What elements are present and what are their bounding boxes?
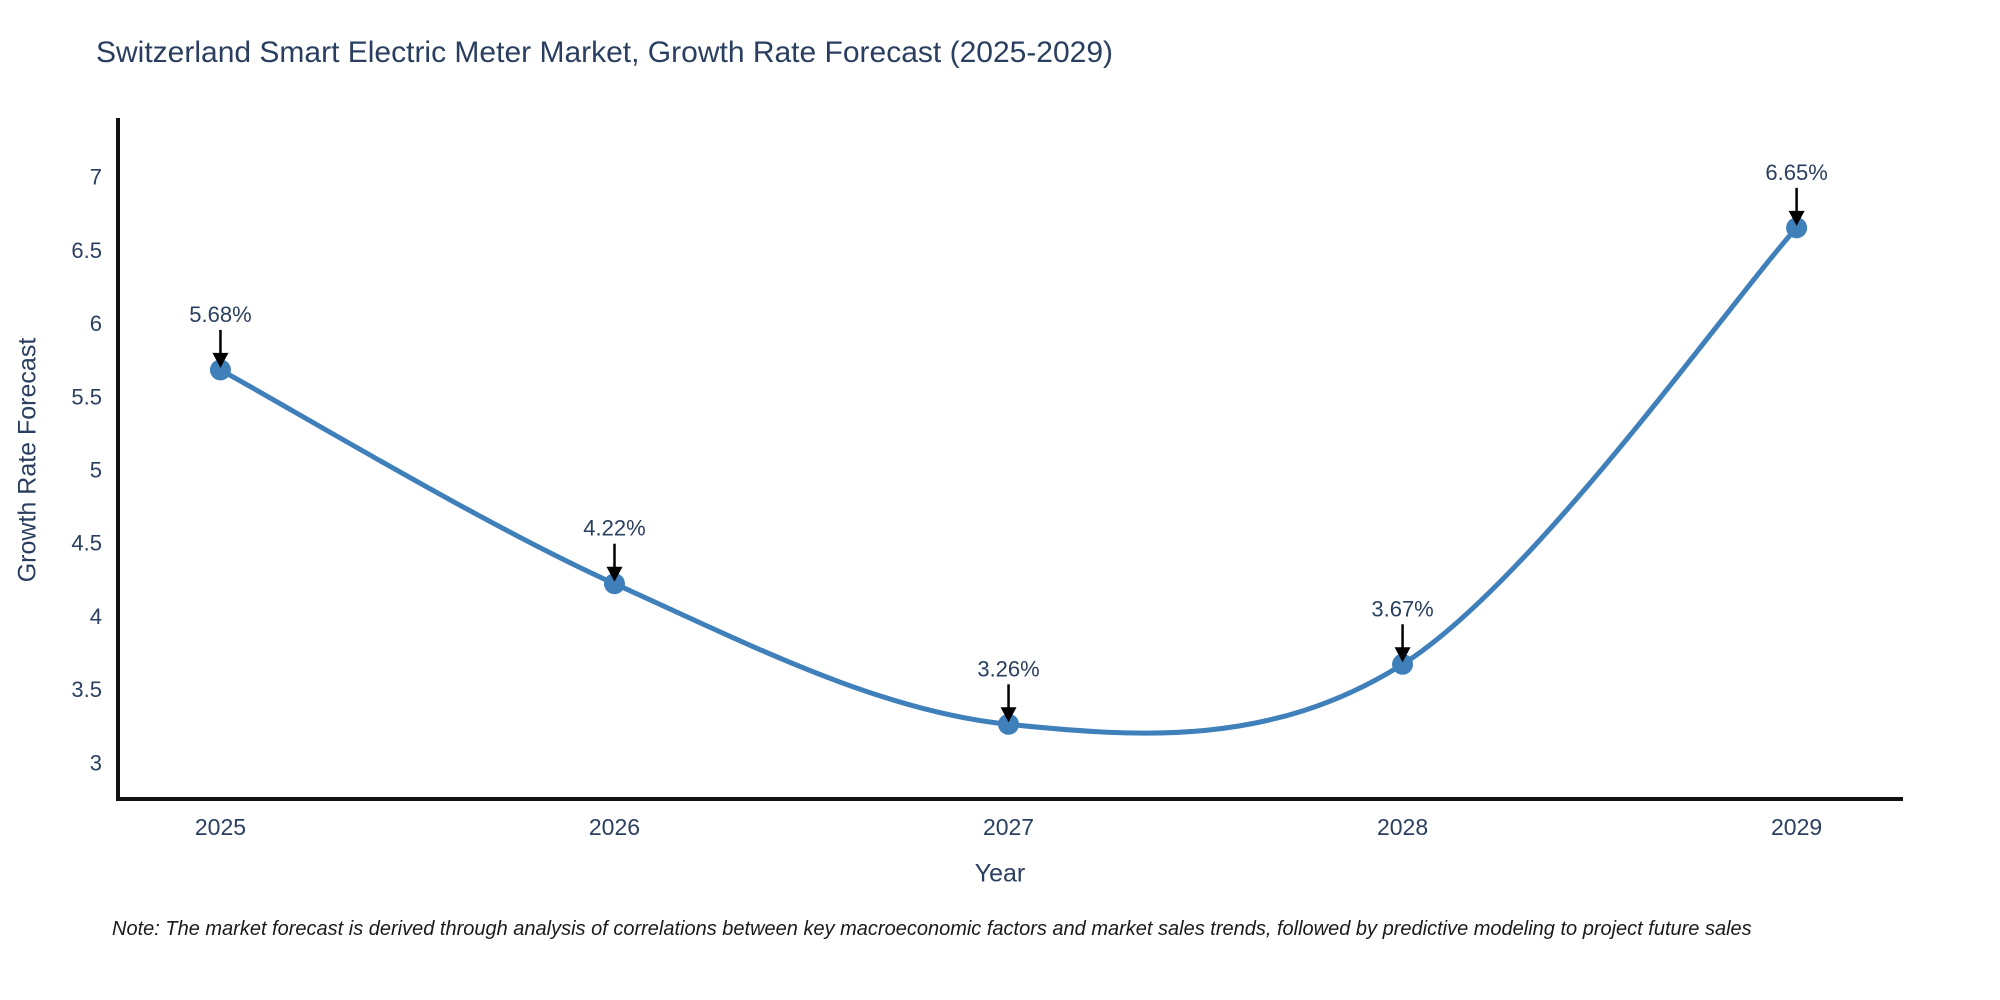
x-tick-label: 2025 [195, 814, 246, 840]
annotation-arrowhead-icon [212, 352, 229, 368]
annotation-label: 3.26% [977, 656, 1039, 681]
y-tick-label: 7 [90, 165, 102, 190]
data-point-marker [209, 359, 231, 381]
y-tick-label: 6 [90, 311, 102, 336]
x-axis-title: Year [974, 859, 1026, 888]
annotation-arrowhead-icon [1000, 707, 1017, 723]
y-tick-label: 4.5 [71, 531, 102, 556]
annotation-label: 6.65% [1765, 160, 1827, 185]
footnote: Note: The market forecast is derived thr… [112, 918, 1752, 940]
data-point-marker [1786, 217, 1808, 239]
data-point-marker [1392, 653, 1414, 675]
annotation-arrowhead-icon [1788, 210, 1805, 226]
chart-title: Switzerland Smart Electric Meter Market,… [96, 36, 1114, 69]
annotation-arrowhead-icon [606, 566, 623, 582]
x-tick-label: 2028 [1377, 814, 1428, 840]
data-point-marker [603, 573, 625, 595]
annotation-label: 5.68% [189, 302, 251, 327]
x-tick-label: 2027 [983, 814, 1034, 840]
y-tick-label: 6.5 [71, 238, 102, 263]
annotation-arrowhead-icon [1394, 647, 1411, 663]
annotation-label: 3.67% [1371, 596, 1433, 621]
y-tick-label: 4 [90, 604, 102, 629]
y-tick-label: 5 [90, 457, 102, 482]
data-point-marker [998, 713, 1020, 735]
y-tick-label: 3 [90, 750, 102, 775]
annotation-label: 4.22% [583, 516, 645, 541]
y-tick-label: 5.5 [71, 384, 102, 409]
y-tick-label: 3.5 [71, 677, 102, 702]
x-tick-label: 2029 [1771, 814, 1822, 840]
x-tick-label: 2026 [589, 814, 640, 840]
